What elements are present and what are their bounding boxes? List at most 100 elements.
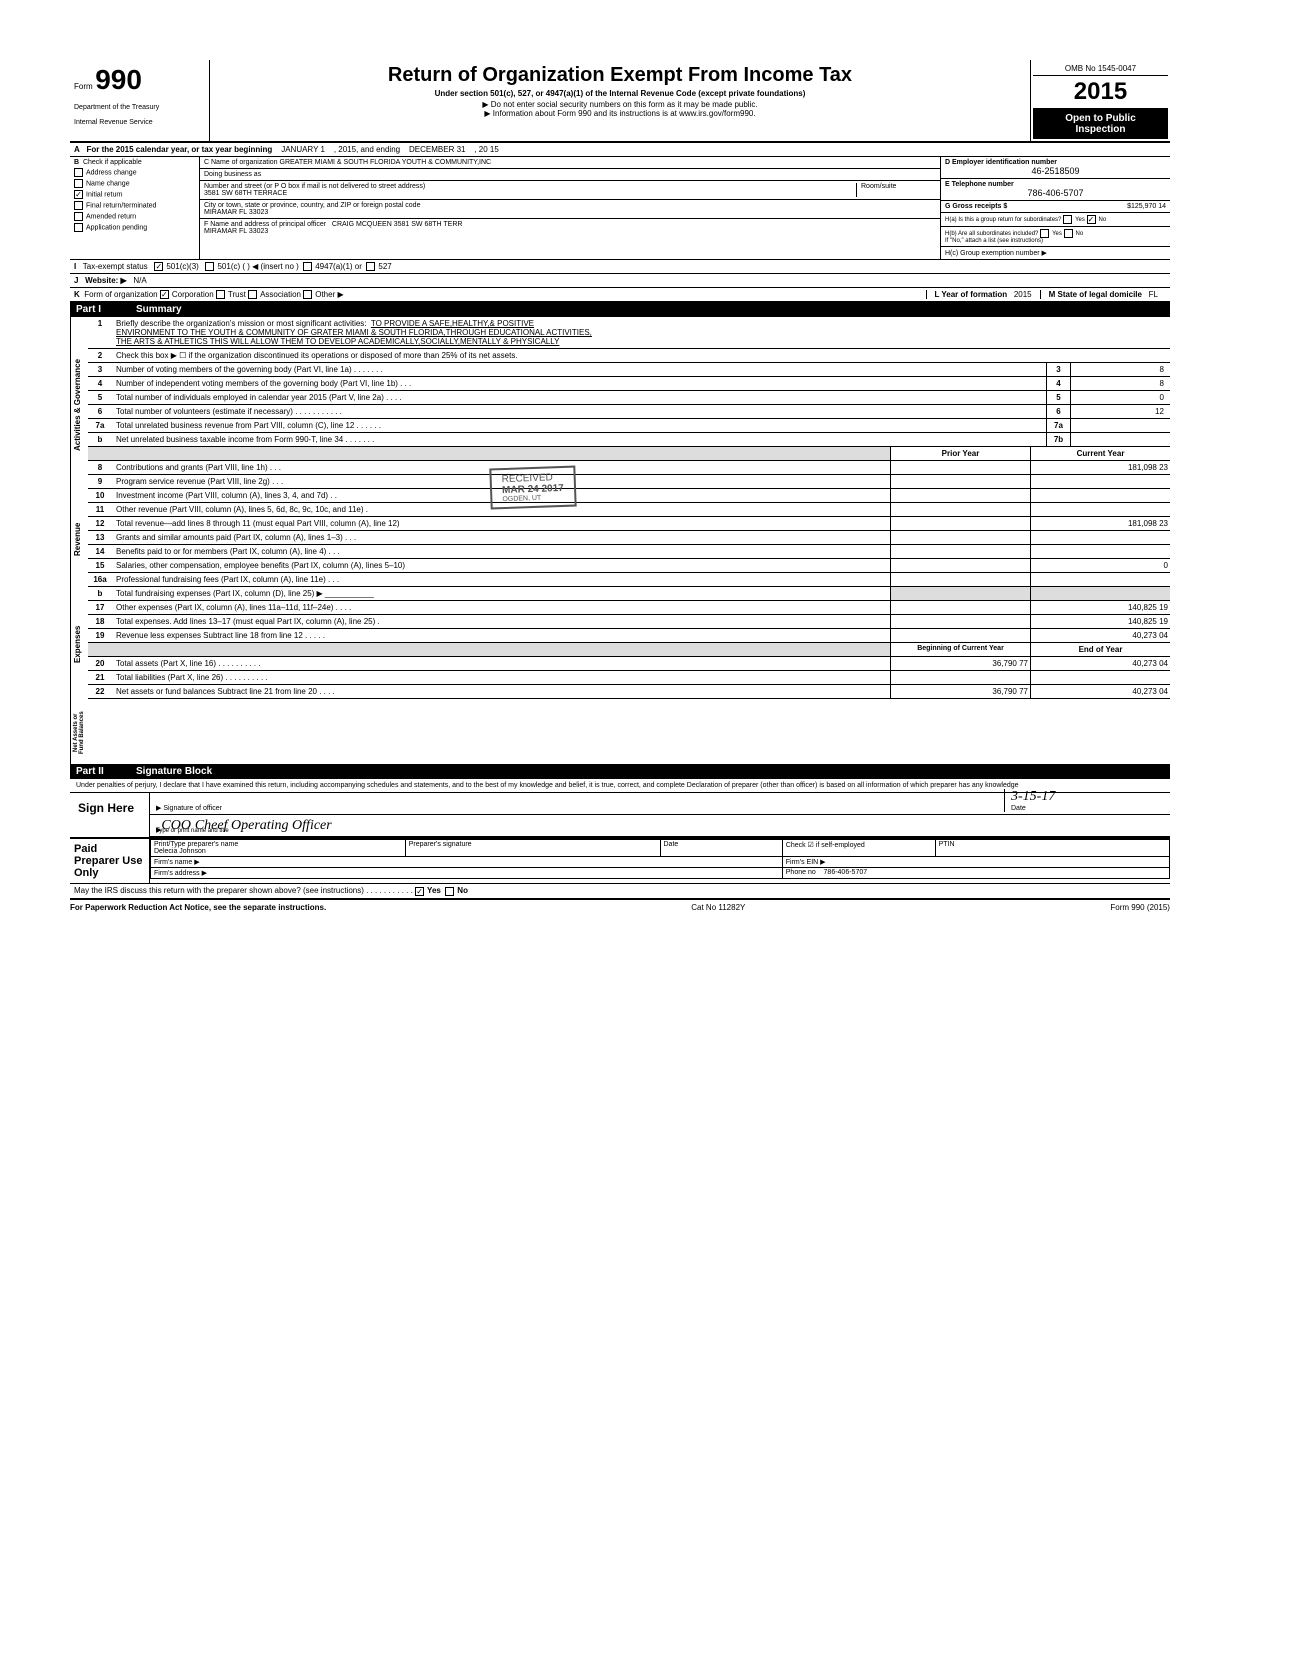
line-num: 17	[88, 601, 112, 614]
form-title: Return of Organization Exempt From Incom…	[218, 64, 1022, 87]
prep-sig-label[interactable]: Preparer's signature	[405, 840, 660, 857]
opt-501c3: 501(c)(3)	[166, 262, 198, 271]
line-num: 7a	[88, 419, 112, 432]
row-a-mid: , 2015, and ending	[334, 145, 400, 154]
prior-val	[890, 587, 1030, 600]
e-label: E Telephone number	[945, 181, 1014, 188]
curr-val: 40,273 04	[1030, 657, 1170, 670]
prep-name-label: Print/Type preparer's name	[154, 841, 402, 848]
opt-527: 527	[378, 262, 391, 271]
phone-value: 786-406-5707	[945, 188, 1166, 198]
line-15: 15 Salaries, other compensation, employe…	[88, 559, 1170, 573]
line-text: Total number of volunteers (estimate if …	[112, 405, 1046, 418]
k-text: Form of organization	[84, 290, 157, 299]
col-d: D Employer identification number 46-2518…	[940, 157, 1170, 259]
check-application-pending[interactable]: Application pending	[74, 223, 195, 232]
line-text: Salaries, other compensation, employee b…	[112, 559, 890, 572]
row-i: I Tax-exempt status ✓501(c)(3) 501(c) ( …	[70, 260, 1170, 274]
checkbox-icon[interactable]: ✓	[154, 262, 163, 271]
self-employed-check[interactable]: Check ☑ if self-employed	[782, 840, 935, 857]
prior-val	[890, 503, 1030, 516]
checkbox-icon[interactable]	[248, 290, 257, 299]
prep-date-label[interactable]: Date	[660, 840, 782, 857]
line-num: 8	[88, 461, 112, 474]
line-num: b	[88, 587, 112, 600]
checkbox-icon[interactable]	[216, 290, 225, 299]
check-initial-return[interactable]: ✓Initial return	[74, 190, 195, 199]
line-text: Number of voting members of the governin…	[112, 363, 1046, 376]
firm-addr-label: Firm's address ▶	[151, 868, 783, 879]
form-header: Form 990 Department of the Treasury Inte…	[70, 60, 1170, 143]
line-box: 5	[1046, 391, 1070, 404]
checkbox-icon[interactable]	[1063, 215, 1072, 224]
website-value: N/A	[133, 276, 146, 285]
end-year-label: End of Year	[1030, 643, 1170, 656]
checkbox-icon[interactable]	[303, 262, 312, 271]
checkbox-icon	[74, 201, 83, 210]
part2-header: Part II Signature Block	[70, 764, 1170, 779]
line-text: Revenue less expenses Subtract line 18 f…	[112, 629, 890, 642]
checkbox-icon[interactable]	[303, 290, 312, 299]
line-text: Other expenses (Part IX, column (A), lin…	[112, 601, 890, 614]
line-num: 20	[88, 657, 112, 670]
check-label: Amended return	[86, 213, 136, 220]
tax-year-begin: JANUARY 1	[281, 145, 325, 154]
line-2: 2 Check this box ▶ ☐ if the organization…	[88, 349, 1170, 363]
line-17: 17 Other expenses (Part IX, column (A), …	[88, 601, 1170, 615]
l-label: L Year of formation	[935, 290, 1008, 299]
checkbox-icon[interactable]: ✓	[1087, 215, 1096, 224]
irs-discuss-row: May the IRS discuss this return with the…	[70, 883, 1170, 899]
dept-irs: Internal Revenue Service	[74, 119, 205, 126]
received-stamp: RECEIVED MAR 24 2017 OGDEN, UT	[489, 466, 576, 510]
curr-val: 40,273 04	[1030, 685, 1170, 698]
checkbox-icon[interactable]	[205, 262, 214, 271]
curr-val	[1030, 503, 1170, 516]
curr-val	[1030, 475, 1170, 488]
checkbox-icon[interactable]	[445, 887, 454, 896]
ptin-label: PTIN	[935, 840, 1169, 857]
f-label: F Name and address of principal officer	[204, 221, 326, 228]
opt-501c: 501(c) (	[217, 262, 245, 271]
j-label: J	[74, 276, 78, 285]
checkbox-icon[interactable]: ✓	[160, 290, 169, 299]
check-address-change[interactable]: Address change	[74, 168, 195, 177]
line-val: 8	[1070, 363, 1170, 376]
prior-val	[890, 573, 1030, 586]
part1-label: Part I	[76, 304, 136, 315]
yes-label: Yes	[1075, 217, 1085, 223]
title-line[interactable]: ▶ COO Cheef Operating Officer Type or pr…	[150, 815, 1170, 837]
checkbox-icon[interactable]	[1040, 229, 1049, 238]
row-k: K Form of organization ✓Corporation Trus…	[70, 288, 1170, 302]
checkbox-icon[interactable]	[366, 262, 375, 271]
l-value: 2015	[1014, 290, 1032, 299]
city-row: City or town, state or province, country…	[200, 200, 940, 219]
check-name-change[interactable]: Name change	[74, 179, 195, 188]
open-public: Open to Public Inspection	[1033, 109, 1168, 139]
prior-year-label: Prior Year	[890, 447, 1030, 460]
b-text: Check if applicable	[83, 159, 142, 166]
line-box: 7b	[1046, 433, 1070, 446]
line-num: 5	[88, 391, 112, 404]
ha-box: H(a) Is this a group return for subordin…	[941, 213, 1170, 227]
line-text: Briefly describe the organization's miss…	[112, 317, 1170, 348]
form-number: 990	[95, 64, 142, 95]
line-box: 7a	[1046, 419, 1070, 432]
street-label: Number and street (or P O box if mail is…	[204, 183, 856, 190]
form-subtitle: Under section 501(c), 527, or 4947(a)(1)…	[218, 89, 1022, 98]
sig-label: Signature of officer	[163, 805, 222, 812]
begin-end-header: Beginning of Current Year End of Year	[88, 643, 1170, 657]
line-num: 10	[88, 489, 112, 502]
line-num: b	[88, 433, 112, 446]
line-num: 21	[88, 671, 112, 684]
ha-label: H(a) Is this a group return for subordin…	[945, 217, 1061, 223]
check-final-return[interactable]: Final return/terminated	[74, 201, 195, 210]
checkbox-icon[interactable]	[1064, 229, 1073, 238]
line-text: Total fundraising expenses (Part IX, col…	[112, 587, 890, 600]
signature-line[interactable]: ▶ Signature of officer 3-15-17 Date	[150, 793, 1170, 815]
no-label: No	[1076, 231, 1084, 237]
line-num: 11	[88, 503, 112, 516]
checkbox-icon[interactable]: ✓	[415, 887, 424, 896]
row-a: A For the 2015 calendar year, or tax yea…	[70, 143, 1170, 157]
check-amended[interactable]: Amended return	[74, 212, 195, 221]
title-box: Return of Organization Exempt From Incom…	[210, 60, 1030, 141]
